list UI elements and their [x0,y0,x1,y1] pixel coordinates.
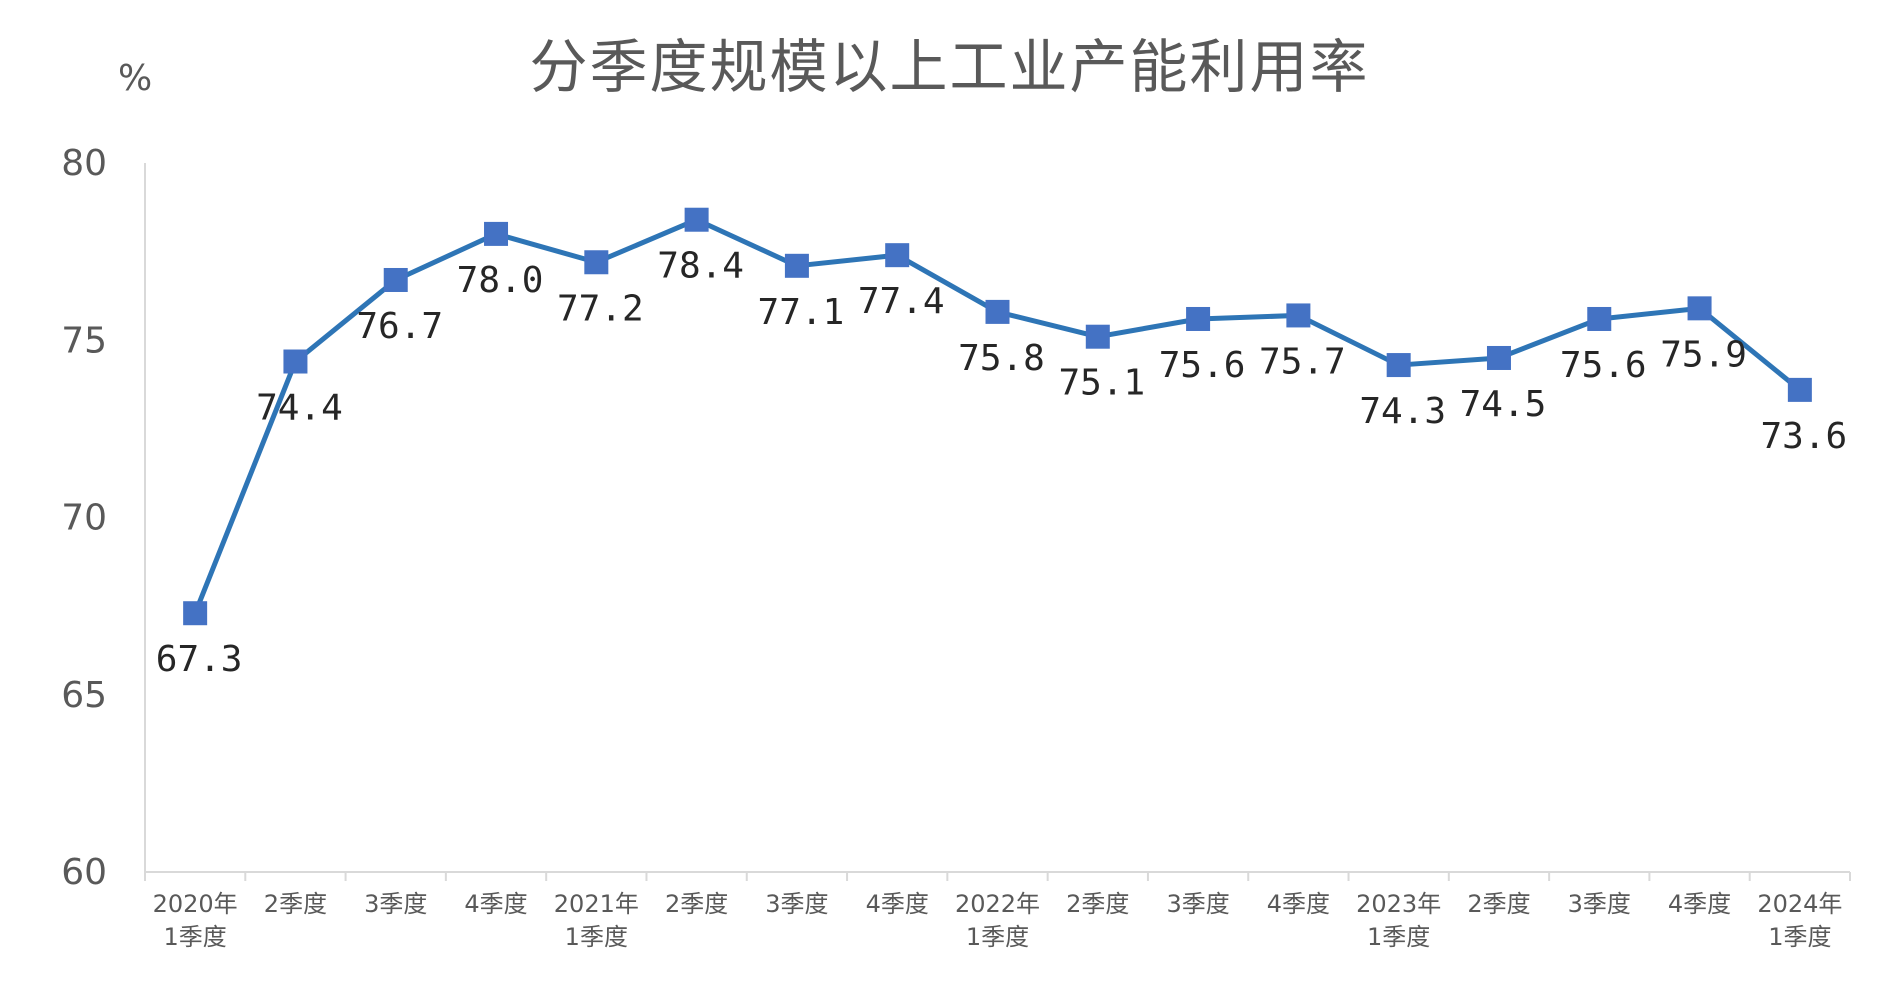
x-tick-label: 2季度 [264,890,327,918]
chart-title: 分季度规模以上工业产能利用率 [529,33,1370,101]
y-tick-label: 70 [61,498,107,539]
y-tick-label: 60 [61,852,107,893]
data-point-marker [383,267,408,292]
data-point-marker [1386,353,1411,378]
data-point-marker [885,243,910,268]
data-point-marker [1587,306,1612,331]
data-label: 75.8 [958,338,1045,379]
x-tick-label: 4季度 [866,890,929,918]
data-label: 67.3 [156,639,243,680]
data-point-marker [784,253,809,278]
data-label: 73.6 [1761,416,1848,457]
data-point-marker [1787,377,1812,402]
x-tick-label: 2023年 [1356,890,1441,918]
data-point-marker [1687,296,1712,321]
y-tick-label: 65 [61,675,107,716]
x-tick-label: 3季度 [1166,890,1229,918]
x-tick-label: 2022年 [955,890,1040,918]
x-tick-label: 4季度 [464,890,527,918]
x-tick-label: 2季度 [1066,890,1129,918]
x-tick-label: 2季度 [1467,890,1530,918]
y-tick-label: 80 [61,143,107,184]
x-tick-label: 1季度 [164,923,227,951]
x-tick-label: 1季度 [1367,923,1430,951]
data-point-marker [684,207,709,232]
x-tick-label: 3季度 [765,890,828,918]
x-tick-label: 2024年 [1757,890,1842,918]
data-label: 77.4 [858,281,945,322]
data-point-marker [1486,345,1511,370]
data-point-marker [484,221,509,246]
data-label: 78.4 [657,246,744,287]
data-point-marker [584,250,609,275]
data-label: 75.9 [1660,334,1747,375]
data-label: 77.2 [557,288,644,329]
data-point-marker [1085,324,1110,349]
data-point-marker [1286,303,1311,328]
data-point-marker [283,349,308,374]
data-label: 76.7 [356,306,443,347]
data-label: 75.6 [1159,345,1246,386]
x-tick-label: 3季度 [1568,890,1631,918]
y-tick-label: 75 [61,320,107,361]
data-point-marker [985,299,1010,324]
x-tick-label: 2020年 [153,890,238,918]
data-label: 77.1 [758,292,845,333]
x-tick-label: 4季度 [1668,890,1731,918]
x-tick-label: 3季度 [364,890,427,918]
data-label: 75.1 [1058,363,1145,404]
series-line [192,217,1802,615]
data-label: 74.3 [1359,391,1446,432]
x-tick-label: 2021年 [554,890,639,918]
x-tick-label: 2季度 [665,890,728,918]
data-point-marker [183,601,208,626]
x-tick-label: 1季度 [1768,923,1831,951]
data-label: 75.7 [1259,341,1346,382]
x-tick-label: 1季度 [966,923,1029,951]
y-axis-unit-label: % [118,58,153,99]
data-point-marker [1186,306,1211,331]
data-label: 75.6 [1560,345,1647,386]
data-label: 74.5 [1460,384,1547,425]
x-tick-label: 4季度 [1267,890,1330,918]
data-label: 74.4 [256,388,343,429]
data-label: 78.0 [457,260,544,301]
x-tick-label: 1季度 [565,923,628,951]
